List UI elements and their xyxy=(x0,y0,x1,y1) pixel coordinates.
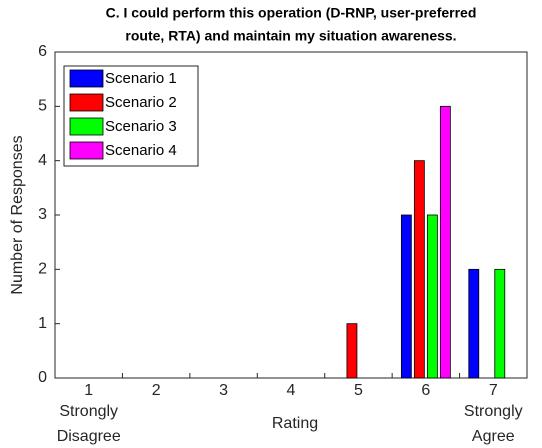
y-tick-label: 6 xyxy=(38,43,47,60)
chart-title: route, RTA) and maintain my situation aw… xyxy=(125,28,456,44)
legend-swatch xyxy=(69,117,104,136)
bar xyxy=(346,323,358,379)
annotation: Disagree xyxy=(57,428,121,445)
y-tick-label: 0 xyxy=(38,369,47,386)
y-tick-label: 4 xyxy=(38,152,47,169)
x-tick-label: 3 xyxy=(219,382,228,399)
bar xyxy=(426,214,438,379)
y-tick-label: 1 xyxy=(38,315,47,332)
x-tick-label: 2 xyxy=(152,382,161,399)
bar xyxy=(494,268,506,379)
bar xyxy=(400,214,412,379)
y-tick-label: 5 xyxy=(38,98,47,115)
annotation: Strongly xyxy=(59,403,118,420)
legend-swatch xyxy=(69,69,104,88)
bar xyxy=(468,268,480,379)
annotation: Strongly xyxy=(464,403,523,420)
legend-label: Scenario 1 xyxy=(105,70,177,87)
x-tick-label: 7 xyxy=(489,382,498,399)
y-tick-label: 2 xyxy=(38,261,47,278)
x-tick-label: 5 xyxy=(354,382,363,399)
y-axis-label: Number of Responses xyxy=(9,135,26,294)
legend-label: Scenario 4 xyxy=(105,142,177,159)
annotation: Agree xyxy=(472,428,515,445)
x-axis-label: Rating xyxy=(272,415,318,432)
y-tick-label: 3 xyxy=(38,206,47,223)
legend-label: Scenario 3 xyxy=(105,118,177,135)
chart-title: C. I could perform this operation (D-RNP… xyxy=(106,5,477,21)
x-tick-label: 6 xyxy=(421,382,430,399)
x-tick-label: 1 xyxy=(84,382,93,399)
legend-label: Scenario 2 xyxy=(105,94,177,111)
x-tick-label: 4 xyxy=(287,382,296,399)
bar xyxy=(413,160,425,379)
bar xyxy=(439,105,451,379)
legend-swatch xyxy=(69,93,104,112)
legend-swatch xyxy=(69,141,104,160)
